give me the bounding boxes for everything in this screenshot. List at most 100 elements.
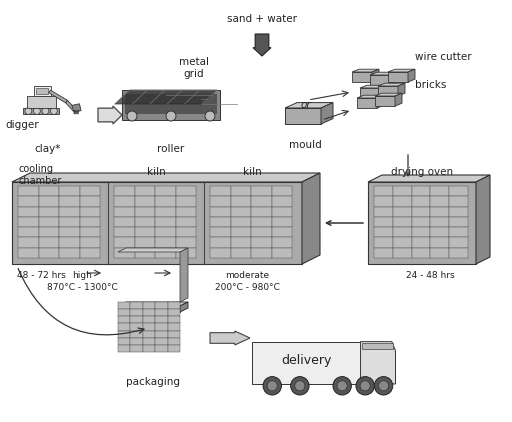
Polygon shape xyxy=(98,106,122,124)
Polygon shape xyxy=(476,175,490,264)
Polygon shape xyxy=(114,248,135,258)
Polygon shape xyxy=(360,85,387,88)
Polygon shape xyxy=(412,227,431,238)
Text: packaging: packaging xyxy=(126,377,180,387)
Polygon shape xyxy=(118,316,131,323)
Polygon shape xyxy=(210,207,230,217)
Polygon shape xyxy=(176,207,196,217)
Polygon shape xyxy=(412,238,431,248)
Polygon shape xyxy=(155,323,167,330)
Polygon shape xyxy=(79,248,100,258)
Text: high: high xyxy=(72,271,92,280)
Polygon shape xyxy=(251,207,271,217)
Polygon shape xyxy=(118,323,131,330)
Polygon shape xyxy=(143,323,155,330)
Polygon shape xyxy=(167,302,180,309)
Polygon shape xyxy=(143,309,155,316)
Polygon shape xyxy=(125,94,217,114)
Polygon shape xyxy=(408,69,415,82)
Polygon shape xyxy=(431,207,449,217)
Polygon shape xyxy=(431,196,449,207)
Polygon shape xyxy=(251,196,271,207)
Polygon shape xyxy=(352,72,372,82)
Polygon shape xyxy=(271,207,292,217)
Polygon shape xyxy=(176,248,196,258)
Polygon shape xyxy=(378,86,398,96)
Text: kiln: kiln xyxy=(243,167,261,177)
Polygon shape xyxy=(370,75,390,85)
Polygon shape xyxy=(431,227,449,238)
Polygon shape xyxy=(38,227,59,238)
Polygon shape xyxy=(393,207,412,217)
Polygon shape xyxy=(372,69,379,82)
Polygon shape xyxy=(59,196,79,207)
Polygon shape xyxy=(59,248,79,258)
Text: clay*: clay* xyxy=(35,144,61,154)
Polygon shape xyxy=(114,196,135,207)
Polygon shape xyxy=(167,345,180,352)
Polygon shape xyxy=(449,238,468,248)
Polygon shape xyxy=(393,217,412,227)
Polygon shape xyxy=(36,88,48,95)
Polygon shape xyxy=(38,248,59,258)
Polygon shape xyxy=(33,86,51,96)
Polygon shape xyxy=(271,217,292,227)
Polygon shape xyxy=(210,238,230,248)
Polygon shape xyxy=(24,108,59,114)
Polygon shape xyxy=(431,248,449,258)
Circle shape xyxy=(378,381,389,391)
Polygon shape xyxy=(431,217,449,227)
Polygon shape xyxy=(74,111,76,114)
Polygon shape xyxy=(38,238,59,248)
Polygon shape xyxy=(131,302,143,309)
Polygon shape xyxy=(79,227,100,238)
Polygon shape xyxy=(135,196,155,207)
Polygon shape xyxy=(380,85,387,98)
Polygon shape xyxy=(176,217,196,227)
Polygon shape xyxy=(374,186,393,196)
Polygon shape xyxy=(155,338,167,345)
Polygon shape xyxy=(251,238,271,248)
Polygon shape xyxy=(374,207,393,217)
Polygon shape xyxy=(66,100,76,112)
Polygon shape xyxy=(252,342,360,384)
Polygon shape xyxy=(251,186,271,196)
Polygon shape xyxy=(59,207,79,217)
Text: kiln: kiln xyxy=(146,167,165,177)
Polygon shape xyxy=(118,302,131,309)
Text: or: or xyxy=(301,100,311,110)
Polygon shape xyxy=(374,217,393,227)
Polygon shape xyxy=(18,217,38,227)
Polygon shape xyxy=(251,248,271,258)
Polygon shape xyxy=(59,186,79,196)
Circle shape xyxy=(267,381,278,391)
Polygon shape xyxy=(362,344,393,349)
Polygon shape xyxy=(155,330,167,338)
Polygon shape xyxy=(18,196,38,207)
Polygon shape xyxy=(167,338,180,345)
Circle shape xyxy=(356,376,374,395)
Polygon shape xyxy=(230,227,251,238)
Polygon shape xyxy=(210,196,230,207)
Text: 48 - 72 hrs: 48 - 72 hrs xyxy=(17,271,66,280)
Polygon shape xyxy=(357,98,377,108)
Text: cooling
chamber: cooling chamber xyxy=(18,164,61,186)
Polygon shape xyxy=(251,217,271,227)
Polygon shape xyxy=(118,338,131,345)
Polygon shape xyxy=(360,88,380,98)
Polygon shape xyxy=(253,34,271,56)
Polygon shape xyxy=(38,217,59,227)
Polygon shape xyxy=(135,227,155,238)
Polygon shape xyxy=(167,309,180,316)
Polygon shape xyxy=(114,217,135,227)
Text: delivery: delivery xyxy=(281,354,331,368)
Text: wire cutter: wire cutter xyxy=(415,52,472,62)
Text: roller: roller xyxy=(157,144,185,154)
Polygon shape xyxy=(374,238,393,248)
Polygon shape xyxy=(18,227,38,238)
Polygon shape xyxy=(352,69,379,72)
Polygon shape xyxy=(251,227,271,238)
Polygon shape xyxy=(388,72,408,82)
Polygon shape xyxy=(180,248,188,302)
Circle shape xyxy=(295,381,305,391)
